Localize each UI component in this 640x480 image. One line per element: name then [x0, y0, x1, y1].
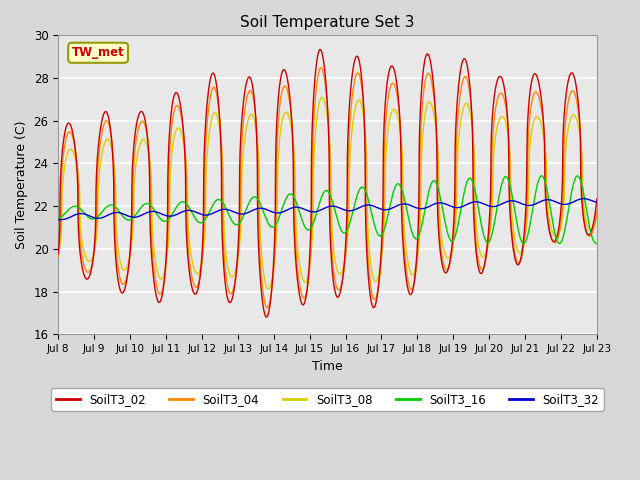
Text: TW_met: TW_met [72, 46, 125, 59]
X-axis label: Time: Time [312, 360, 343, 372]
Y-axis label: Soil Temperature (C): Soil Temperature (C) [15, 120, 28, 249]
Legend: SoilT3_02, SoilT3_04, SoilT3_08, SoilT3_16, SoilT3_32: SoilT3_02, SoilT3_04, SoilT3_08, SoilT3_… [51, 388, 604, 410]
Title: Soil Temperature Set 3: Soil Temperature Set 3 [240, 15, 415, 30]
